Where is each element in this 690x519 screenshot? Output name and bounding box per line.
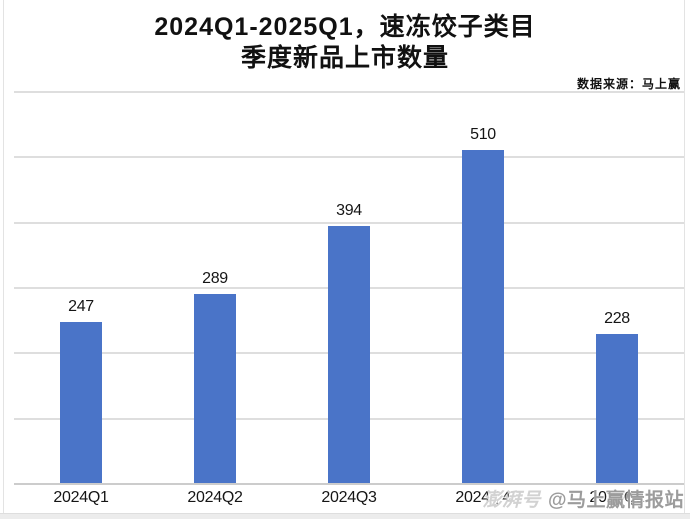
x-axis-label-2024Q3: 2024Q3 (321, 489, 377, 506)
watermark-account: @马上赢情报站 (547, 490, 684, 511)
bar-2024Q4 (462, 149, 504, 483)
bar-2025Q1 (596, 334, 638, 483)
x-axis-label-2025Q1: 2025Q1 (589, 489, 645, 506)
x-axis-labels: 2024Q1 2024Q2 2024Q3 2024Q4 2025Q1 (14, 489, 684, 509)
page-right-border (684, 0, 685, 513)
page-left-border (3, 0, 4, 513)
gridline-500 (14, 156, 684, 159)
chart-title: 2024Q1-2025Q1，速冻饺子类目 季度新品上市数量 (0, 12, 690, 74)
bar-value-label-2024Q2: 289 (202, 270, 228, 288)
bar-value-label-2025Q1: 228 (604, 310, 630, 328)
bar-value-label-2024Q1: 247 (68, 297, 94, 315)
x-axis-label-2024Q4: 2024Q4 (455, 489, 511, 506)
watermark: 澎湃号 @马上赢情报站 (482, 485, 684, 512)
x-axis-label-2024Q2: 2024Q2 (187, 489, 243, 506)
plot-area: 247 289 394 510 228 (14, 91, 684, 485)
gridline-400 (14, 221, 684, 224)
page-bottom-strip (0, 513, 690, 519)
data-source-note: 数据来源：马上赢 (576, 77, 681, 91)
x-axis-label-2024Q1: 2024Q1 (53, 489, 109, 506)
bar-2024Q3 (328, 225, 370, 483)
chart-title-line1: 2024Q1-2025Q1，速冻饺子类目 (154, 13, 536, 41)
bar-2024Q2 (194, 294, 236, 483)
watermark-platform: 澎湃号 (482, 490, 541, 511)
gridline-600 (14, 91, 684, 93)
bar-2024Q1 (60, 321, 102, 483)
chart-title-line2: 季度新品上市数量 (240, 44, 449, 72)
bar-value-label-2024Q3: 394 (336, 201, 362, 219)
bar-value-label-2024Q4: 510 (470, 125, 496, 143)
